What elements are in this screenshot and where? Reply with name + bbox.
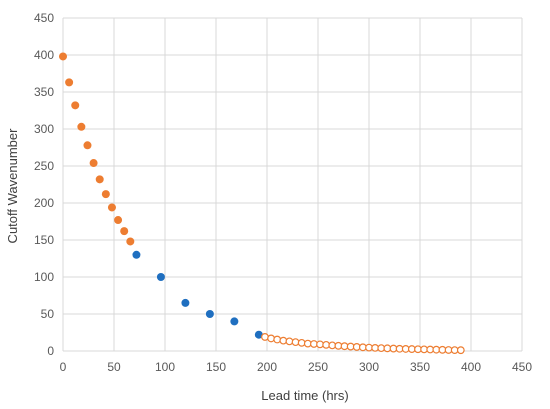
data-point-orange [83,141,92,150]
data-point-orange [71,101,80,110]
y-tick-label: 200 [34,196,54,210]
x-tick-label: 450 [512,360,532,374]
data-point-orange [114,216,123,225]
y-tick-label: 100 [34,270,54,284]
data-point-orange [126,237,135,246]
data-point-orange [101,190,110,199]
data-point-blue [254,330,263,339]
x-tick-label: 100 [155,360,175,374]
data-point-orange [77,122,86,131]
data-point-orange [59,52,67,61]
x-tick-label: 50 [107,360,121,374]
data-point-orange [107,203,116,212]
y-tick-label: 400 [34,48,54,62]
x-tick-label: 250 [308,360,328,374]
y-tick-label: 350 [34,85,54,99]
x-axis-label: Lead time (hrs) [261,388,348,403]
data-point-blue [181,298,190,307]
y-tick-label: 50 [41,307,55,321]
data-point-orange [120,227,129,236]
x-tick-label: 350 [410,360,430,374]
data-point-blue [156,273,165,281]
x-tick-label: 150 [206,360,226,374]
data-point-orange [89,159,98,168]
x-tick-label: 0 [60,360,67,374]
data-points [59,52,465,355]
y-tick-label: 0 [47,344,54,358]
y-axis-label: Cutoff Wavenumber [5,128,20,244]
y-tick-label: 150 [34,233,54,247]
x-tick-label: 400 [461,360,481,374]
data-point-blue [132,250,141,259]
data-point-open [456,346,465,355]
data-point-open [273,335,282,344]
data-point-open [267,334,275,343]
y-tick-label: 450 [34,11,54,25]
data-point-orange [95,175,104,184]
x-tick-label: 200 [257,360,277,374]
x-tick-labels: 0 50 100 150 200 250 300 350 400 450 [60,360,533,374]
data-point-orange [65,78,74,87]
data-point-blue [230,317,239,326]
y-tick-label: 250 [34,159,54,173]
y-tick-label: 300 [34,122,54,136]
gridlines [62,17,523,352]
x-tick-label: 300 [359,360,379,374]
y-tick-labels: 0 50 100 150 200 250 300 350 400 450 [34,11,54,358]
data-point-blue [205,310,214,318]
